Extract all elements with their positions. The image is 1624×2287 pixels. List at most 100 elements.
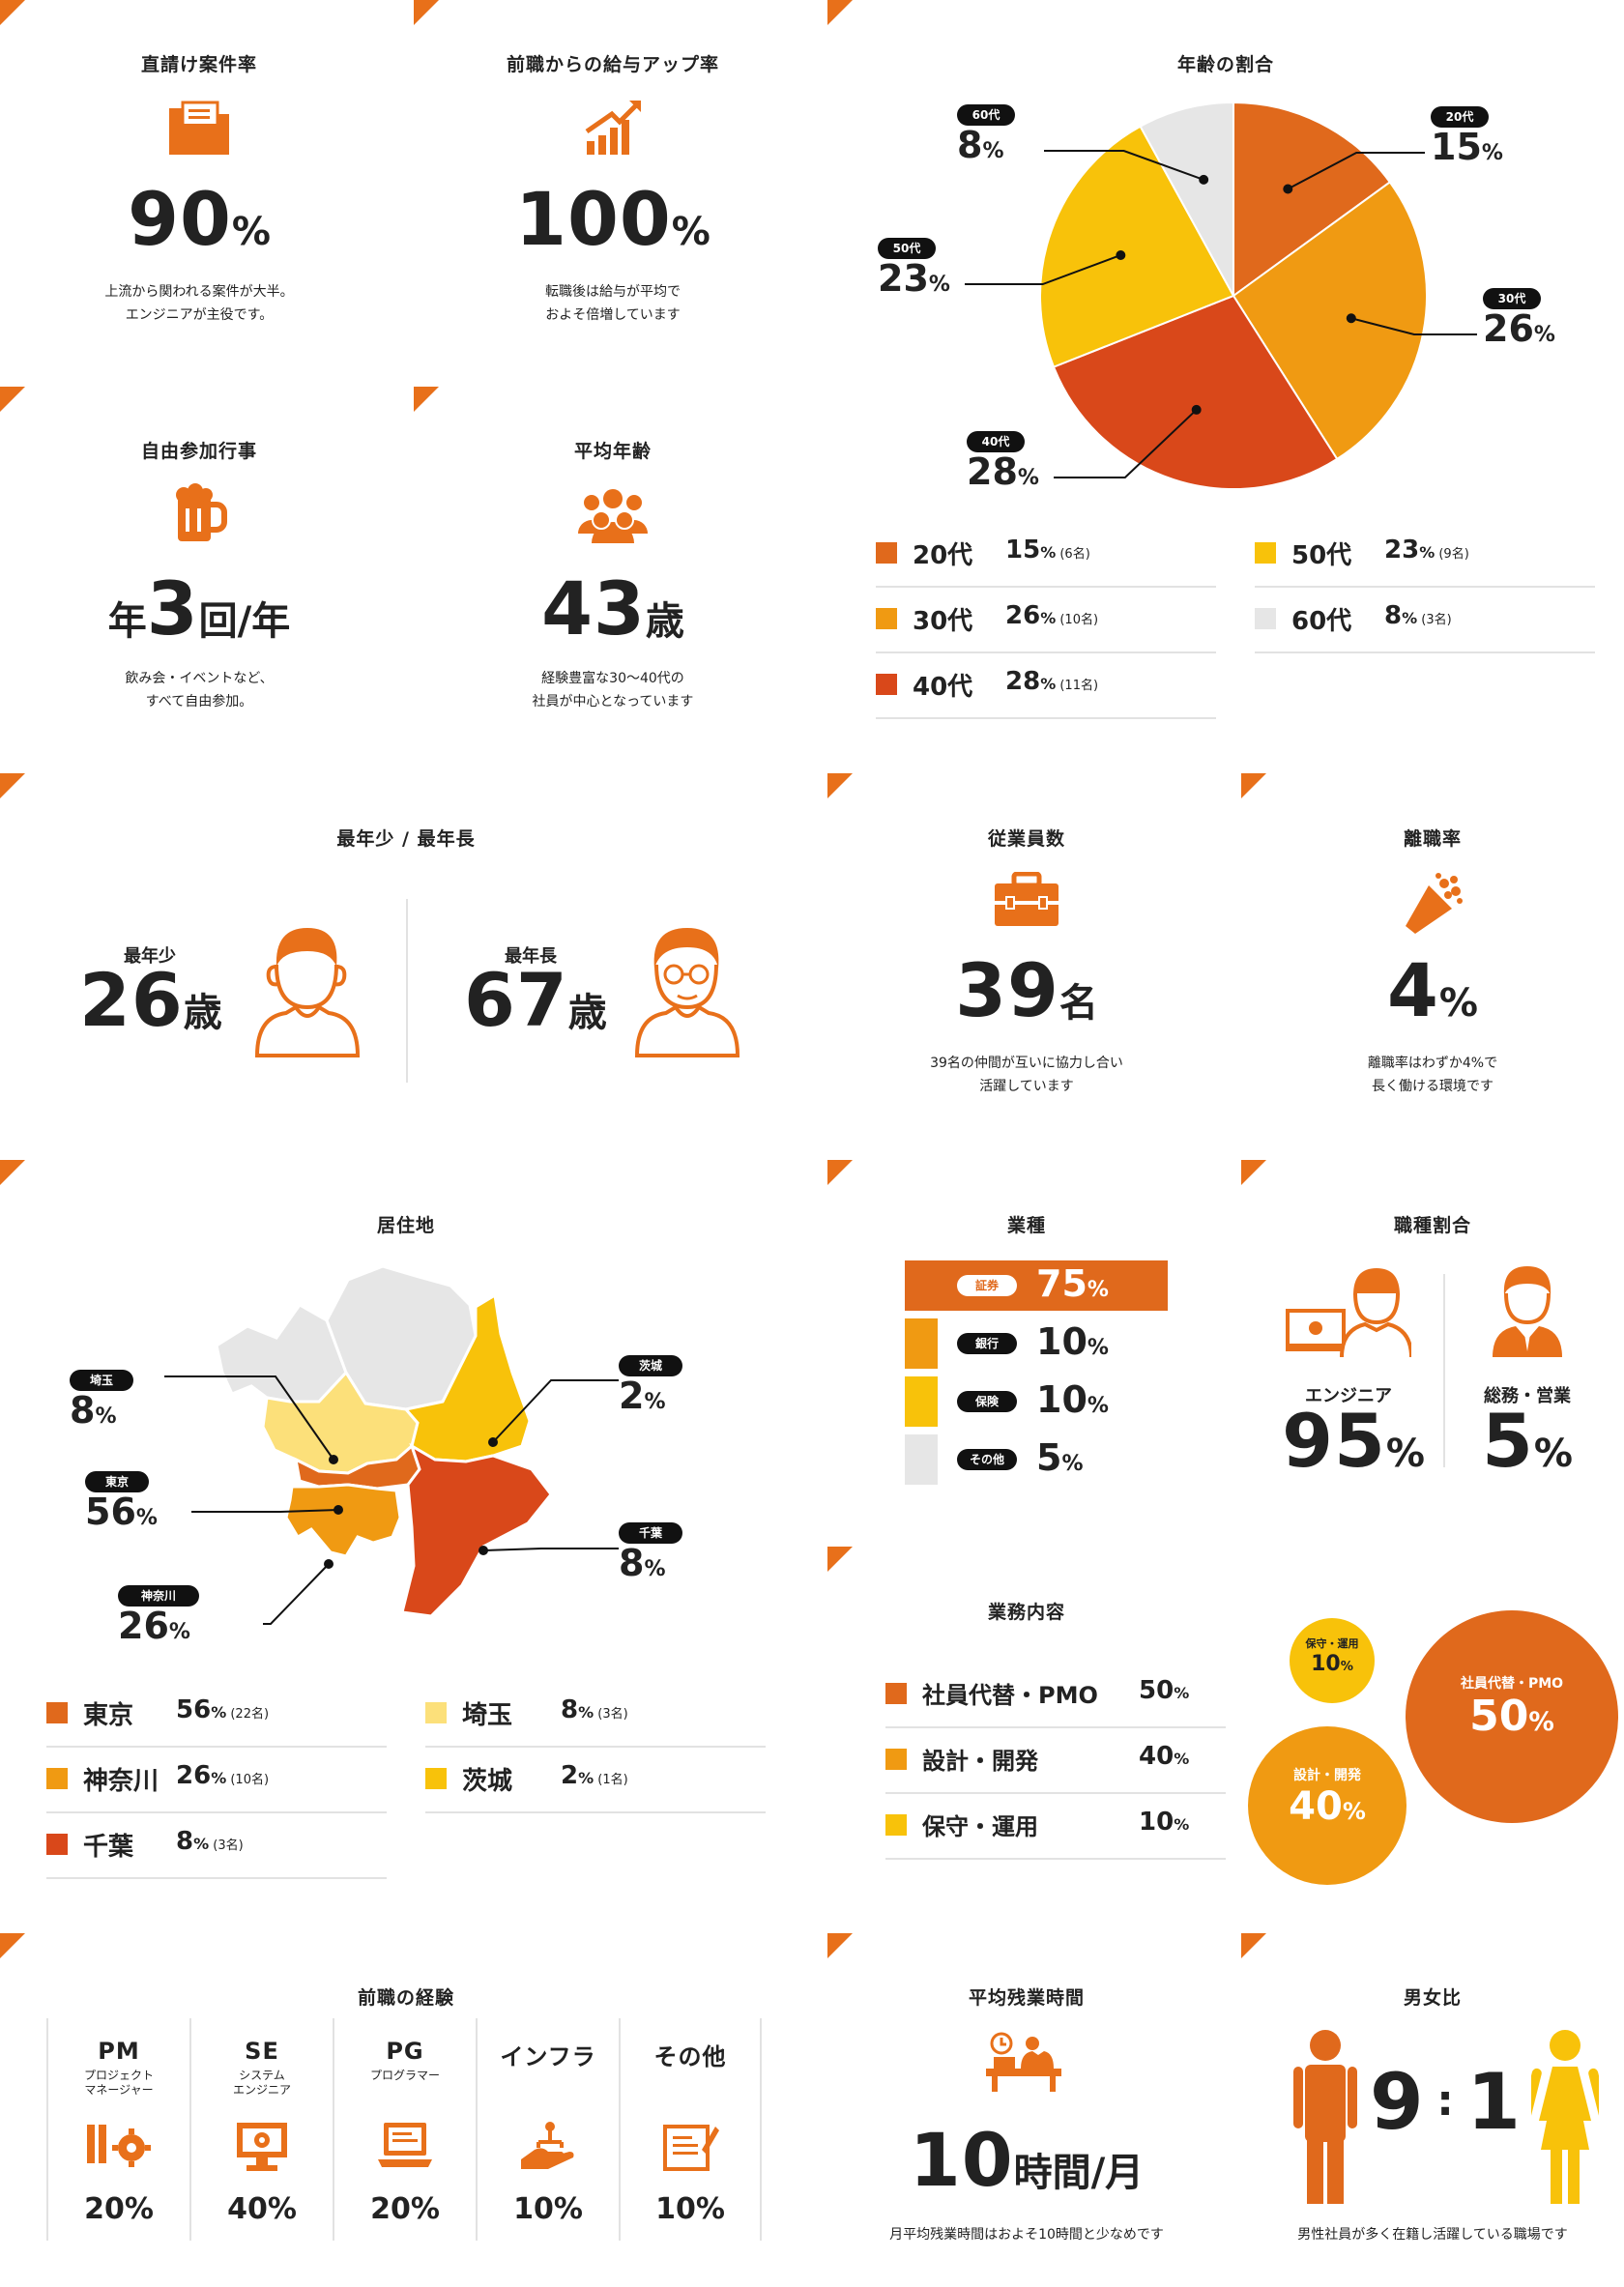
map-kanagawa <box>284 1483 402 1558</box>
document-icon <box>621 2121 760 2177</box>
legend-swatch <box>876 674 897 695</box>
events-desc: 飲み会・イベントなど、 すべて自由参加。 <box>125 671 274 709</box>
legend-count: (6名) <box>1056 547 1090 562</box>
events-value: 年3回/年 <box>107 565 291 651</box>
experience-sub: プロジェクト マネージャー <box>48 2069 189 2099</box>
engineer-value: 95% <box>1282 1398 1425 1484</box>
direct-title: 直請け案件率 <box>140 54 257 75</box>
map-value-unit: % <box>644 1557 666 1581</box>
legend-label: 茨城 <box>462 1767 513 1796</box>
bubble-unit: % <box>1340 1659 1353 1674</box>
corner-mark <box>414 0 439 25</box>
employees-desc: 39名の仲間が互いに協力し合い 活躍しています <box>930 1056 1123 1094</box>
pie-label-value: 8% <box>957 124 1004 166</box>
legend-label: 千葉 <box>83 1833 134 1862</box>
pie-label-value: 28% <box>967 450 1039 493</box>
work-legend-row: 保守・運用 10% <box>885 1794 1226 1860</box>
residence-legend-row: 神奈川 26% (10名) <box>46 1748 387 1813</box>
industry-tag: その他 <box>957 1449 1017 1470</box>
direct-value: 90% <box>128 176 271 262</box>
pie-value-unit: % <box>982 139 1004 163</box>
corner-mark <box>0 773 25 798</box>
experience-label: インフラ <box>500 2043 596 2070</box>
map-label-tag: 茨城 <box>619 1355 682 1376</box>
legend-value: 26% (10名) <box>176 1761 269 1790</box>
legend-label: 50代 <box>1291 541 1352 570</box>
experience-sub-line1: プログラマー <box>369 2069 440 2082</box>
experience-sub <box>478 2075 619 2106</box>
employees-title: 従業員数 <box>987 828 1065 850</box>
bubble-content: 設計・開発 40% <box>1248 1765 1406 1834</box>
legend-swatch <box>425 1702 447 1723</box>
legend-value: 2% (1名) <box>561 1761 628 1790</box>
turnover-value: 4% <box>1387 947 1478 1033</box>
pie-label-tag: 30代 <box>1483 288 1541 309</box>
experience-label: その他 <box>653 2043 727 2070</box>
legend-value: 26% (10名) <box>1005 601 1098 630</box>
industry-number: 5 <box>1036 1436 1062 1479</box>
residence-title: 居住地 <box>376 1215 435 1236</box>
legend-number: 23 <box>1384 536 1420 565</box>
legend-number: 26 <box>1005 601 1041 630</box>
legend-label: 60代 <box>1291 607 1352 636</box>
bubble-content: 社員代替・PMO 50% <box>1406 1673 1618 1747</box>
overtime-desc: 月平均残業時間はおよそ10時間と少なめです <box>889 2227 1164 2243</box>
industry-unit: % <box>1061 1452 1084 1476</box>
industry-unit: % <box>1087 1336 1109 1360</box>
legend-count: (10名) <box>1056 613 1099 627</box>
legend-label: 埼玉 <box>462 1701 513 1730</box>
legend-number: 50 <box>1139 1676 1174 1705</box>
map-label-value: 8% <box>619 1542 666 1584</box>
work-legend-row: 設計・開発 40% <box>885 1728 1226 1794</box>
legend-value: 8% (3名) <box>1384 601 1452 630</box>
legend-count: (11名) <box>1056 679 1099 693</box>
legend-swatch <box>1255 608 1276 629</box>
experience-unit: % <box>553 2192 583 2226</box>
legend-unit: % <box>211 1703 227 1722</box>
experience-value: 10% <box>478 2173 619 2231</box>
experience-number: 40 <box>227 2192 268 2226</box>
legend-label: 40代 <box>913 673 973 702</box>
experience-sub-line1: システム <box>239 2069 285 2082</box>
pie-slice-30代 <box>1232 181 1428 461</box>
employees-value: 39名 <box>955 947 1098 1033</box>
legend-unit: % <box>1174 1750 1190 1768</box>
experience-label: PM <box>98 2038 140 2065</box>
youngest-label: 最年少 <box>124 946 176 967</box>
experience-label: PG <box>386 2038 424 2065</box>
beer-icon <box>174 483 228 547</box>
experience-number: 20 <box>84 2192 125 2226</box>
industry-number: 10 <box>1036 1378 1088 1421</box>
industry-number: 10 <box>1036 1320 1088 1363</box>
industry-bar <box>905 1260 1168 1311</box>
legend-swatch <box>46 1702 68 1723</box>
pie-leader-50代 <box>965 254 1121 285</box>
bubble-unit: % <box>1342 1798 1366 1825</box>
salary-title: 前職からの給与アップ率 <box>506 54 719 75</box>
desk-clock-icon <box>984 2030 1063 2098</box>
pie-slice-20代 <box>1232 101 1392 298</box>
bubble-value: 50% <box>1406 1693 1618 1747</box>
bubble-unit: % <box>1528 1707 1554 1738</box>
legend-unit: % <box>1040 675 1057 693</box>
legend-number: 8 <box>176 1827 194 1856</box>
bubble-label: 社員代替・PMO <box>1460 1676 1564 1693</box>
residence-legend-row: 埼玉 8% (3名) <box>425 1682 766 1748</box>
young-person-icon <box>253 920 361 1063</box>
corner-mark <box>827 773 853 798</box>
pie-label-tag: 50代 <box>878 238 936 259</box>
female-ratio: 1 <box>1466 2057 1522 2147</box>
pie-value-unit: % <box>1017 466 1039 490</box>
legend-value: 50% <box>1139 1676 1189 1705</box>
bubble-number: 40 <box>1289 1784 1343 1829</box>
pie-dot-50代 <box>1116 249 1126 260</box>
toolbox-icon <box>993 871 1060 932</box>
map-label-tag: 千葉 <box>619 1522 682 1544</box>
sales-value: 5% <box>1482 1398 1573 1484</box>
minmax-divider <box>406 899 408 1083</box>
legend-label: 設計・開発 <box>922 1748 1038 1775</box>
corner-mark <box>827 0 853 25</box>
legend-label: 30代 <box>913 607 973 636</box>
pie-dot-40代 <box>1191 404 1202 415</box>
pie-value-unit: % <box>1481 141 1503 165</box>
